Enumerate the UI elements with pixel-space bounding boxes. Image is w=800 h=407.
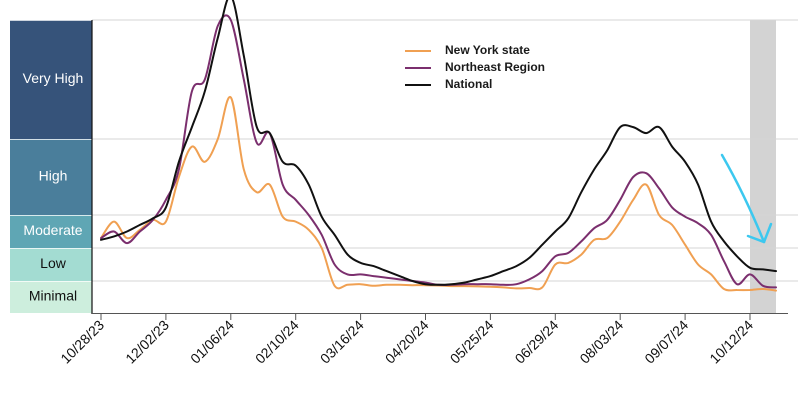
x-tick-label: 06/29/24 [512,317,562,367]
x-tick-label: 10/28/23 [57,317,107,367]
level-bands: Minimal Low Moderate High Very High [10,19,92,313]
level-band-moderate: Moderate [10,214,92,248]
x-tick-label: 05/25/24 [447,317,497,367]
legend-label: New York state [445,43,530,57]
level-band-label: High [39,168,68,184]
axes [91,20,788,314]
level-band-fill [10,20,92,139]
legend-label: National [445,77,492,91]
decline-arrow-annotation [720,153,773,244]
recent-weeks-highlight [750,20,776,313]
legend-label: Northeast Region [445,60,545,74]
level-band-label: Moderate [23,222,82,238]
level-band-fill [10,281,92,313]
level-band-label: Low [40,255,67,271]
level-band-fill [10,139,92,215]
legend-item: National [405,77,492,91]
x-tick-label: 01/06/24 [187,317,237,367]
level-band-high: High [10,138,92,215]
series-line-northeast-region [100,14,777,289]
level-band-low: Low [10,247,92,281]
level-band-minimal: Minimal [10,280,92,313]
gridlines [92,19,798,282]
x-tick-label: 03/16/24 [317,317,367,367]
level-band-very-high: Very High [10,19,92,139]
x-tick-label: 09/07/24 [641,317,691,367]
x-tick-label: 08/03/24 [576,317,626,367]
x-axis-ticks: 10/28/23 12/02/23 01/06/24 02/10/24 03/16/24… [57,313,756,367]
arrow-shaft [720,153,766,244]
level-band-fill [10,248,92,281]
series-lines [100,0,777,292]
series-line-new-york-state [100,96,777,292]
x-tick-label: 12/02/23 [122,317,172,367]
level-band-fill [10,215,92,248]
legend-item: New York state [405,43,530,57]
series-line-national [100,0,777,286]
x-tick-label: 10/12/24 [706,317,756,367]
level-band-label: Very High [23,70,84,86]
arrow-head-icon [746,222,773,244]
highlight-region-layer [750,20,776,313]
x-tick-label: 04/20/24 [382,317,432,367]
legend-item: Northeast Region [405,60,545,74]
legend: New York state Northeast Region National [405,43,545,91]
level-band-label: Minimal [29,288,77,304]
x-tick-label: 02/10/24 [252,317,302,367]
